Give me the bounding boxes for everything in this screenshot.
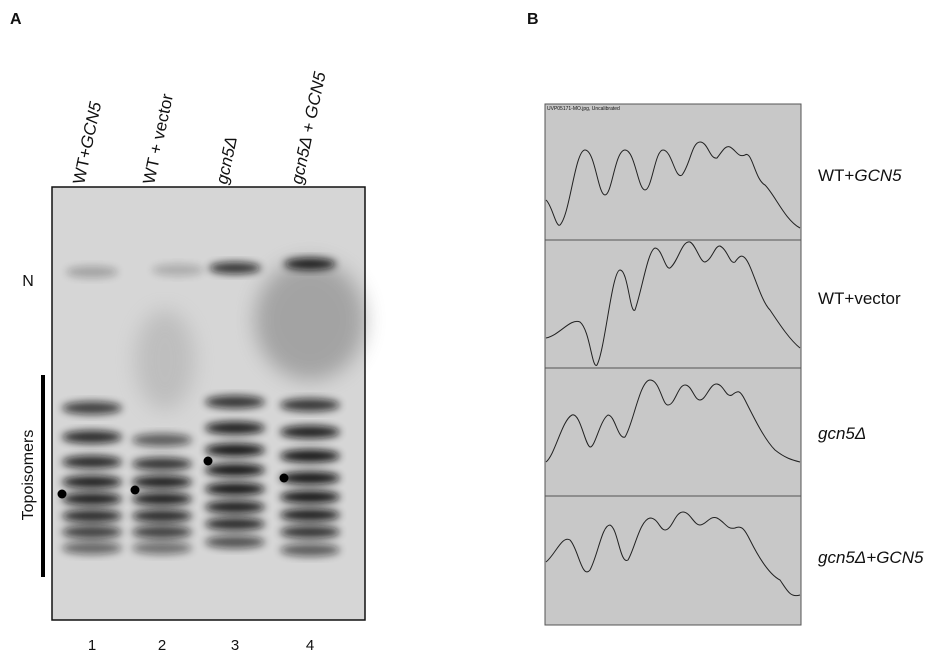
band [132, 541, 192, 555]
text-segment: WT+ [818, 166, 854, 185]
panel-label: B [527, 11, 539, 28]
band [205, 463, 265, 477]
trace-label: WT+GCN5 [818, 166, 902, 185]
trace-label: gcn5Δ+GCN5 [818, 548, 924, 567]
band [132, 492, 192, 506]
band [62, 541, 122, 555]
text-segment: gcn5Δ+GCN5 [818, 548, 924, 567]
band [132, 457, 192, 471]
lane-number: 1 [88, 637, 96, 654]
band [280, 508, 340, 522]
gel-frame [51, 186, 366, 621]
band [62, 401, 122, 415]
traces [545, 141, 801, 597]
text-segment: GCN5 [854, 166, 902, 185]
gel-bands [62, 258, 365, 557]
band [280, 449, 340, 463]
lane-label: WT + vector [139, 92, 177, 186]
image-caption: UVP05171-MO.jpg, Uncalibrated [547, 106, 620, 112]
text-segment: gcn5Δ [818, 424, 866, 443]
band [62, 455, 122, 469]
band [62, 475, 122, 489]
lane-label: WT+GCN5 [69, 100, 105, 186]
text-segment: WT + vector [139, 92, 177, 186]
trace-panel [544, 103, 802, 626]
band [280, 543, 340, 557]
band [152, 264, 204, 276]
lane-number: 2 [158, 637, 166, 654]
lane-number: 4 [306, 637, 314, 654]
band [205, 443, 265, 457]
band [205, 500, 265, 514]
text-segment: WT+vector [818, 289, 901, 308]
band [205, 395, 265, 409]
trace-label: WT+vector [818, 289, 901, 308]
band [209, 262, 261, 274]
smear [255, 260, 365, 380]
lane-label: gcn5Δ + GCN5 [287, 70, 329, 186]
band [62, 430, 122, 444]
trace [545, 511, 801, 597]
marker-label: N [22, 273, 34, 290]
trace-label: gcn5Δ [818, 424, 866, 443]
band [62, 509, 122, 523]
panel-label: A [10, 11, 22, 28]
dot [57, 489, 67, 499]
band [205, 482, 265, 496]
text-segment: WT+ [69, 146, 95, 186]
band [132, 433, 192, 447]
band [205, 535, 265, 549]
dot [130, 485, 140, 495]
trace [545, 379, 801, 463]
band [62, 492, 122, 506]
band [205, 517, 265, 531]
band [132, 525, 192, 539]
band [280, 398, 340, 412]
smear [135, 310, 195, 410]
bracket-label: Topoisomers [20, 430, 37, 521]
band [66, 266, 118, 278]
lane-label: gcn5Δ [212, 135, 241, 186]
band [62, 525, 122, 539]
trace [545, 141, 801, 229]
text-segment: GCN5 [77, 100, 106, 151]
band [205, 421, 265, 435]
band [132, 475, 192, 489]
dot [203, 456, 213, 466]
text-segment: gcn5Δ [212, 135, 241, 186]
text-segment: gcn5Δ + GCN5 [287, 70, 329, 186]
dot [279, 473, 289, 483]
band [284, 258, 336, 270]
band [280, 490, 340, 504]
reference-dots [57, 456, 289, 499]
lane-number: 3 [231, 637, 239, 654]
band [132, 509, 192, 523]
band [280, 425, 340, 439]
trace [545, 241, 801, 366]
band [280, 525, 340, 539]
band [280, 471, 340, 485]
